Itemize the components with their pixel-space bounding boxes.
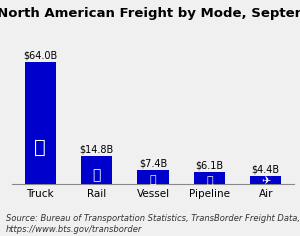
Bar (250, 176, 281, 184)
Text: Figure 1: North American Freight by Mode, September 2019: Figure 1: North American Freight by Mode… (0, 7, 300, 20)
Bar (137, 170, 169, 184)
Text: $64.0B: $64.0B (23, 51, 57, 61)
Bar (194, 173, 225, 184)
Text: $6.1B: $6.1B (195, 161, 224, 171)
Text: $4.4B: $4.4B (252, 164, 280, 174)
Bar (25, 62, 56, 184)
Text: 🚃: 🚃 (92, 169, 101, 183)
Bar (81, 156, 112, 184)
Text: $7.4B: $7.4B (139, 159, 167, 169)
Text: ✈: ✈ (261, 177, 271, 187)
Text: $14.8B: $14.8B (80, 144, 114, 154)
Text: 🚛: 🚛 (34, 138, 46, 157)
Text: ⬛: ⬛ (206, 176, 213, 185)
Text: Source: Bureau of Transportation Statistics, TransBorder Freight Data,
https://w: Source: Bureau of Transportation Statist… (6, 214, 300, 234)
Text: 🚢: 🚢 (150, 175, 156, 185)
